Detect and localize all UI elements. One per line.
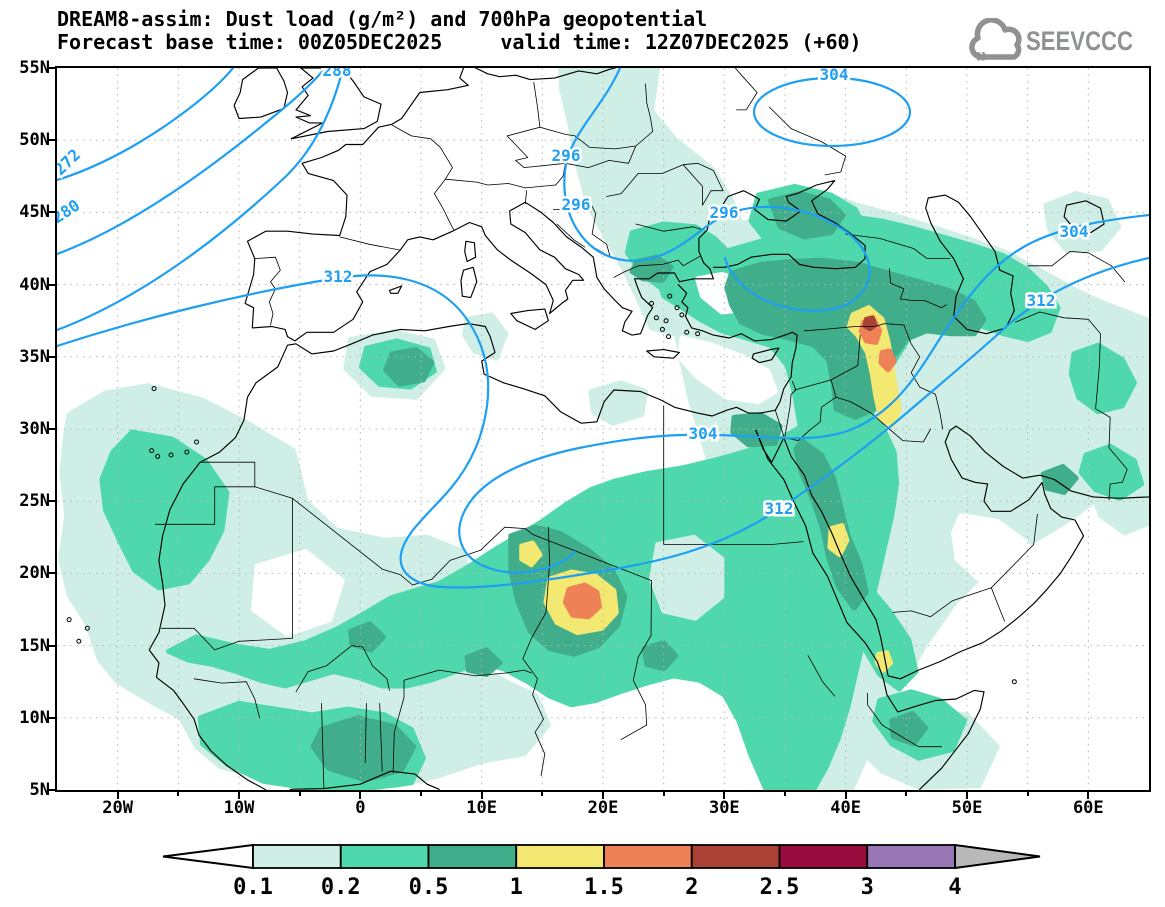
axis-tick — [116, 790, 119, 799]
axis-tick — [47, 283, 55, 286]
colorbar-over-arrow — [954, 843, 1041, 870]
axis-tick — [662, 790, 665, 796]
contour-label: 296 — [562, 195, 591, 214]
axis-tick — [420, 790, 423, 796]
contour-label: 304 — [820, 68, 849, 84]
colorbar-cell — [603, 844, 693, 869]
contour-label: 272 — [57, 145, 84, 179]
forecast-base-label: Forecast base time: — [57, 30, 286, 54]
x-axis-label: 60E — [1072, 798, 1104, 818]
x-axis-label: 10W — [223, 798, 255, 818]
geopotential-contour-lines — [57, 68, 1149, 589]
x-axis-label: 40E — [830, 798, 861, 818]
colorbar-tick-label: 3 — [861, 875, 874, 900]
contour-label: 288 — [323, 68, 352, 80]
axis-tick — [47, 67, 55, 69]
axis-tick — [784, 790, 787, 796]
axis-tick — [47, 139, 55, 142]
axis-tick — [844, 790, 847, 799]
contour-label: 312 — [1027, 291, 1056, 310]
colorbar-tick-label: 0.5 — [409, 875, 449, 900]
x-axis-label: 50E — [951, 798, 983, 818]
colorbar-cell — [515, 844, 605, 869]
colorbar-tick-label: 2.5 — [760, 875, 800, 900]
contour-label: 280 — [57, 196, 83, 228]
axis-tick — [359, 790, 362, 799]
axis-tick — [47, 644, 55, 647]
axis-tick — [298, 790, 301, 796]
seevccc-logo: » SEEVCCC — [964, 18, 1157, 64]
graticule-grid — [57, 68, 1149, 790]
colorbar-cell — [778, 844, 869, 869]
contour-label: 296 — [552, 146, 581, 165]
dust-fill-layer — [58, 68, 1149, 790]
contour-label: 312 — [765, 499, 794, 518]
contour-label: 304 — [689, 424, 718, 443]
axis-tick — [47, 211, 55, 214]
colorbar-tick-label: 1.5 — [584, 875, 624, 900]
x-axis-label: 20E — [587, 798, 619, 818]
colorbar-cell — [339, 844, 430, 869]
y-axis-label: 30N — [19, 419, 50, 439]
axis-tick — [602, 790, 605, 799]
colorbar-tick-label: 0.1 — [233, 875, 273, 900]
y-axis-label: 50N — [19, 130, 50, 151]
colorbar-cell — [252, 844, 342, 869]
axis-tick — [905, 790, 908, 796]
axis-tick — [177, 790, 180, 796]
colorbar-under-arrow — [162, 843, 254, 870]
colorbar-tick-label: 2 — [685, 875, 698, 900]
x-axis-label: 0 — [355, 798, 366, 818]
axis-tick — [47, 716, 55, 719]
axis-tick — [723, 790, 726, 799]
y-axis-label: 45N — [19, 202, 50, 223]
axis-tick — [1087, 790, 1090, 799]
colorbar-tick-label: 4 — [948, 875, 961, 900]
forecast-base-value: 00Z05DEC2025 — [297, 30, 443, 54]
contour-labels: 272 280 288 296 296 296 304 304 304 312 312 312 — [57, 68, 1091, 521]
axis-tick — [47, 572, 55, 575]
y-axis-label: 40N — [19, 274, 50, 295]
colorbar-cell — [866, 844, 956, 869]
cloud-arrow-logo-icon: » — [969, 18, 1022, 64]
contour-label: 296 — [710, 203, 739, 222]
x-axis-label: 30E — [708, 798, 740, 818]
axis-tick — [1026, 790, 1029, 796]
axis-tick — [47, 355, 55, 358]
axis-tick — [541, 790, 544, 796]
title-block: DREAM8-assim: Dust load (g/m²) and 700hP… — [57, 8, 862, 54]
colorbar-legend: 0.1 0.2 0.5 1 1.5 2 2.5 3 4 — [162, 843, 1041, 900]
y-axis-label: 15N — [19, 635, 50, 656]
chart-subtitle: Forecast base time: 00Z05DEC2025 valid ti… — [57, 31, 862, 54]
y-axis-label: 55N — [19, 58, 50, 78]
axis-tick — [47, 789, 55, 791]
axis-tick — [966, 790, 969, 799]
y-axis-label: 35N — [19, 346, 50, 367]
y-axis-label: 25N — [19, 491, 50, 512]
colorbar-tick-label: 1 — [510, 875, 523, 900]
logo-text: SEEVCCC — [1026, 25, 1134, 56]
axis-tick — [480, 790, 483, 799]
chart-title: DREAM8-assim: Dust load (g/m²) and 700hP… — [57, 7, 708, 31]
map-canvas: 272 280 288 296 296 296 304 304 304 312 312 312 — [55, 66, 1151, 792]
contour-label: 312 — [324, 267, 353, 286]
y-axis-label: 10N — [19, 707, 50, 728]
y-axis-label: 5N — [29, 780, 50, 800]
x-axis-label: 20W — [102, 798, 134, 818]
valid-time-value: 12Z07DEC2025 (+60) — [644, 30, 862, 54]
x-axis-label: 10E — [466, 798, 498, 818]
svg-text:»: » — [976, 44, 988, 64]
colorbar-tick-label: 0.2 — [321, 875, 361, 900]
valid-time-label: valid time: — [500, 30, 633, 54]
coastlines-borders — [66, 68, 1149, 790]
contour-label: 304 — [1060, 222, 1089, 241]
map-svg: 272 280 288 296 296 296 304 304 304 312 312 312 — [57, 68, 1149, 790]
colorbar-cell — [690, 844, 781, 869]
axis-tick — [238, 790, 240, 799]
axis-tick — [47, 428, 55, 430]
y-axis-label: 20N — [19, 563, 50, 584]
axis-tick — [47, 500, 55, 503]
colorbar-cell — [427, 844, 518, 869]
